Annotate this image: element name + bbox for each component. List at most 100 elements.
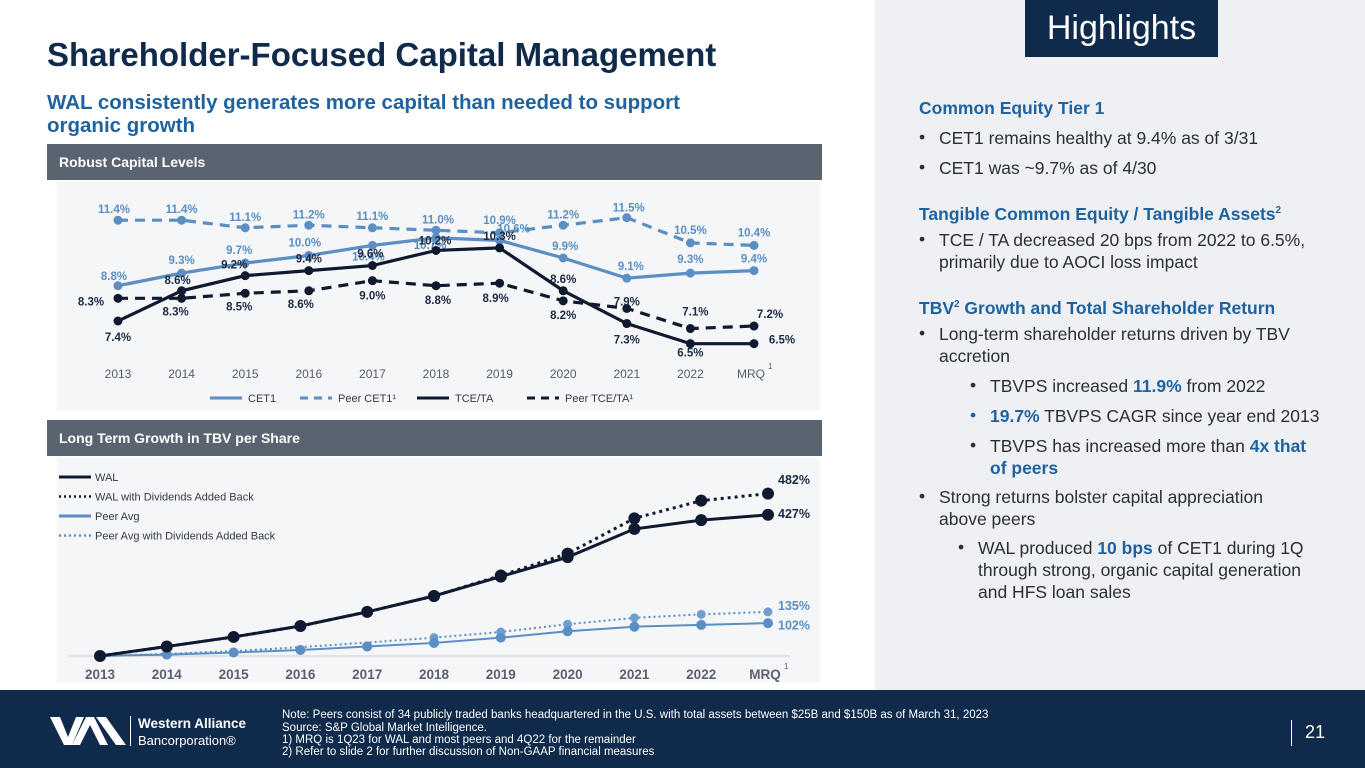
data-point	[685, 268, 695, 278]
data-label: 10.9%	[483, 215, 516, 227]
data-point	[431, 281, 441, 291]
data-label: 8.3%	[78, 296, 104, 308]
section-header-tbv: Long Term Growth in TBV per Share	[47, 420, 822, 456]
data-point	[428, 589, 440, 602]
end-value-label: 482%	[778, 473, 810, 487]
x-tick-label: 2021	[613, 367, 640, 381]
data-label: 9.6%	[357, 249, 383, 261]
data-point	[563, 619, 573, 629]
data-point	[622, 213, 632, 223]
data-label: 9.2%	[221, 260, 247, 272]
bullet: •	[970, 405, 977, 425]
data-point	[160, 640, 173, 653]
x-tick-label: 2020	[553, 667, 583, 682]
data-label: 6.5%	[769, 335, 795, 347]
data-label: 9.4%	[741, 254, 767, 266]
data-point	[113, 215, 123, 225]
x-tick-label: 2022	[686, 667, 716, 682]
data-point	[113, 293, 123, 303]
legend-label: CET1	[248, 393, 276, 405]
data-label: 10.4%	[738, 227, 771, 239]
data-point	[558, 220, 568, 230]
data-label: 11.4%	[98, 204, 130, 216]
data-point	[695, 494, 708, 507]
tbv-heading: TBV2 Growth and Total Shareholder Return	[919, 297, 1276, 318]
tbv-sub-bullet-3: TBVPS has increased more than 4x that of…	[990, 436, 1307, 478]
data-label: 10.0%	[288, 238, 321, 250]
x-tick-label: MRQ	[749, 667, 781, 682]
data-point	[228, 647, 239, 658]
data-point	[94, 650, 106, 662]
data-point	[749, 321, 759, 331]
bullet: •	[919, 157, 926, 177]
data-point	[113, 281, 123, 291]
data-point	[495, 235, 505, 245]
data-label: 9.3%	[168, 255, 194, 267]
data-point	[429, 637, 439, 648]
data-point	[695, 514, 708, 527]
data-point	[367, 240, 377, 250]
data-point	[367, 223, 377, 233]
data-label: 8.9%	[482, 293, 508, 305]
bullet: •	[958, 537, 965, 557]
tbv-bullet-1: Long-term shareholder returns driven by …	[939, 324, 1290, 366]
data-label: 7.1%	[682, 307, 708, 319]
x-tick-label: 2018	[419, 667, 450, 682]
data-point	[494, 570, 507, 583]
tbv-sub-bullet-1: TBVPS increased 11.9% from 2022	[990, 376, 1266, 396]
x-tick-label: 2021	[619, 667, 650, 682]
data-point	[629, 613, 639, 623]
data-point	[431, 245, 441, 255]
data-label: 11.1%	[356, 211, 388, 223]
legend-label: TCE/TA	[455, 393, 494, 405]
data-label: 11.2%	[547, 209, 579, 221]
data-point	[628, 522, 641, 535]
data-label: 9.7%	[226, 245, 252, 257]
tce-heading: Tangible Common Equity / Tangible Assets…	[919, 203, 1282, 224]
data-label: 10.3%	[483, 231, 516, 243]
data-label: 11.1%	[229, 212, 261, 224]
legend-label: WAL	[95, 472, 118, 484]
series-line-peer-avg-with-dividends-added-back	[99, 610, 769, 657]
data-point	[762, 487, 774, 500]
x-tick-label: 2018	[423, 367, 450, 381]
x-tick-label: 2014	[152, 667, 183, 682]
data-label: 9.9%	[552, 241, 578, 253]
highlights-tag: Highlights	[1025, 0, 1218, 57]
footnote-2: 2) Refer to slide 2 for further discussi…	[282, 746, 655, 758]
data-point	[304, 266, 314, 276]
page-title: Shareholder-Focused Capital Management	[47, 36, 717, 73]
cet1-bullet-1: CET1 remains healthy at 9.4% as of 3/31	[939, 128, 1259, 148]
logo-text-line2: Bancorporation®	[138, 733, 236, 748]
data-point	[495, 243, 505, 253]
x-tick-label: 2013	[105, 367, 132, 381]
x-tick-label: 2017	[352, 667, 382, 682]
data-point	[763, 618, 773, 629]
bullet: •	[970, 375, 977, 395]
data-point	[762, 508, 774, 521]
data-point	[628, 512, 641, 525]
tbv-sub-bullet-4: WAL produced 10 bps of CET1 during 1Q th…	[978, 538, 1304, 602]
data-label: 10.2%	[419, 235, 452, 247]
legend-label: Peer CET1¹	[338, 393, 396, 405]
cet1-bullet-2: CET1 was ~9.7% as of 4/30	[939, 158, 1157, 178]
data-label: 7.3%	[614, 335, 640, 347]
data-point	[227, 630, 240, 643]
data-label: 8.6%	[550, 274, 576, 286]
x-tick-label: 2015	[232, 367, 259, 381]
data-label: 8.3%	[162, 306, 188, 318]
data-point	[495, 632, 506, 643]
legend-label: Peer Avg	[95, 511, 139, 523]
x-tick-label: 2022	[677, 367, 704, 381]
x-tick-label: 2019	[486, 367, 513, 381]
tce-bullet-1: TCE / TA decreased 20 bps from 2022 to 6…	[939, 230, 1306, 272]
data-point	[240, 223, 250, 233]
logo-text-line1: Western Alliance	[138, 716, 247, 731]
x-tick-label: 2016	[295, 367, 322, 381]
page-subtitle: WAL consistently generates more capital …	[47, 91, 680, 137]
footnote-source: Source: S&P Global Market Intelligence.	[282, 722, 487, 734]
data-point	[304, 250, 314, 260]
data-label: 8.8%	[101, 271, 127, 283]
footnote-1: 1) MRQ is 1Q23 for WAL and most peers an…	[282, 734, 636, 746]
data-label: 8.2%	[550, 310, 576, 322]
